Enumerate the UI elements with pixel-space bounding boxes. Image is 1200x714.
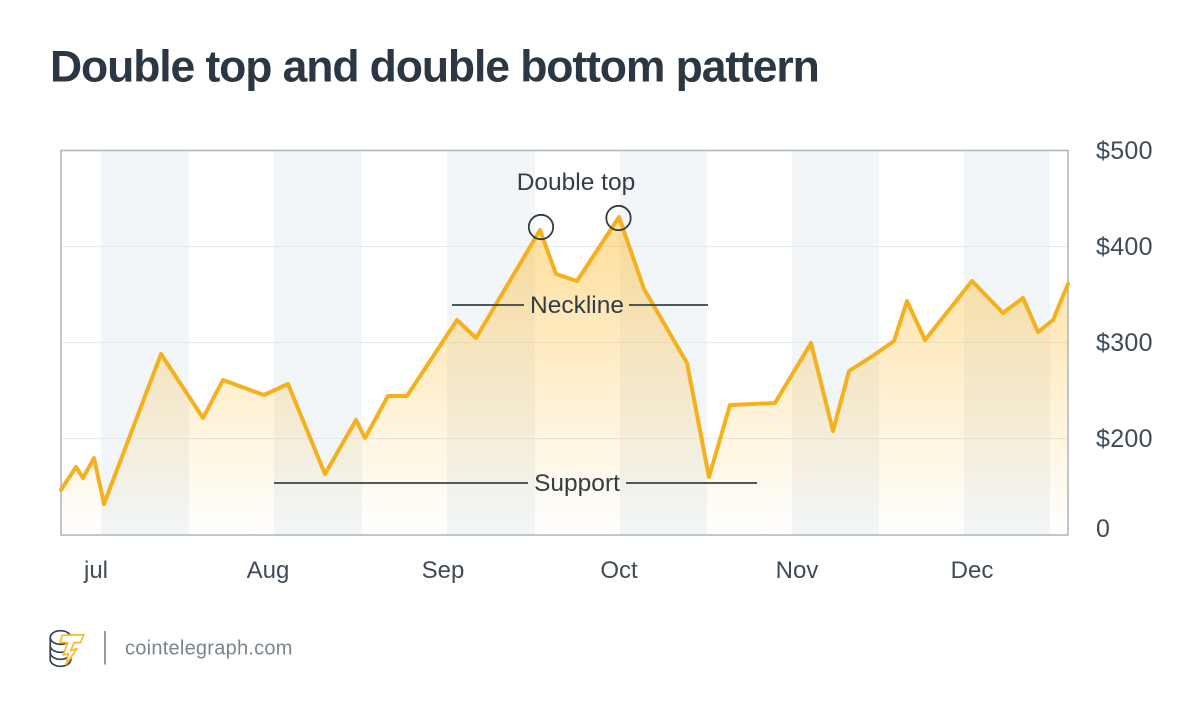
svg-text:$200: $200 <box>1096 425 1153 453</box>
svg-text:Oct: Oct <box>600 557 638 584</box>
svg-text:jul: jul <box>83 557 108 584</box>
svg-text:cointelegraph.com: cointelegraph.com <box>125 638 293 660</box>
svg-text:Support: Support <box>534 470 620 497</box>
svg-text:$400: $400 <box>1096 233 1153 261</box>
svg-text:$500: $500 <box>1096 137 1153 165</box>
svg-text:Neckline: Neckline <box>530 292 624 319</box>
svg-text:0: 0 <box>1096 515 1110 543</box>
svg-text:Aug: Aug <box>247 557 290 584</box>
svg-text:$300: $300 <box>1096 329 1153 357</box>
svg-text:Sep: Sep <box>422 557 465 584</box>
svg-text:Nov: Nov <box>776 557 819 584</box>
svg-text:Double top and double bottom p: Double top and double bottom pattern <box>50 42 819 91</box>
svg-text:Double top: Double top <box>517 169 636 196</box>
svg-text:Dec: Dec <box>951 557 994 584</box>
